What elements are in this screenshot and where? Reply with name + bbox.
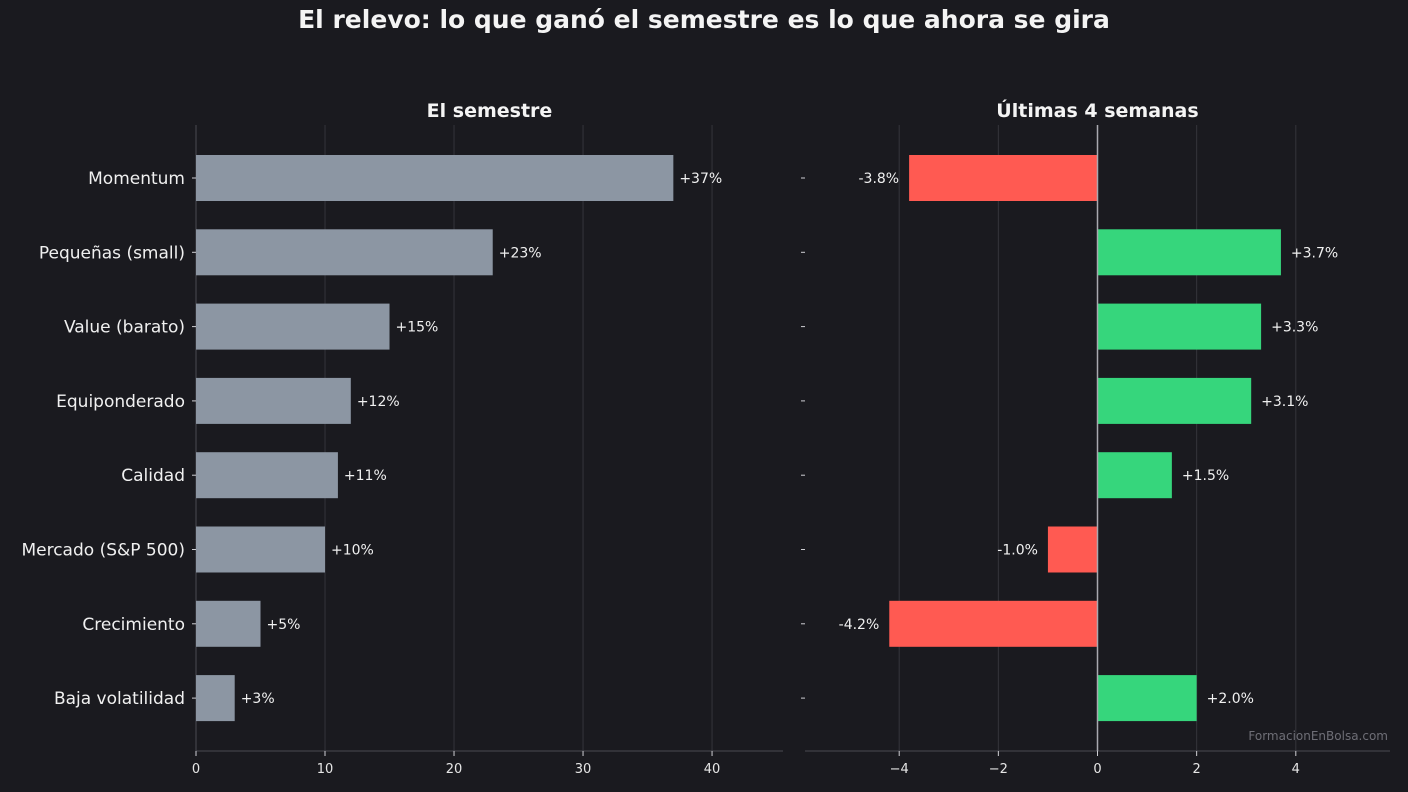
value-label: +1.5% [1182, 468, 1229, 484]
value-label: +12% [357, 394, 400, 410]
panel-title: El semestre [427, 100, 553, 122]
value-label: +3.1% [1261, 394, 1308, 410]
bar-baja-volatilidad [196, 675, 235, 722]
value-label: +5% [267, 617, 301, 633]
category-label: Crecimiento [82, 615, 185, 635]
category-label: Baja volatilidad [54, 689, 185, 709]
bar-momentum [196, 155, 674, 201]
bar-calidad [1097, 452, 1172, 499]
bar-value-barato [1097, 303, 1262, 350]
bar-pequenas-small [1097, 229, 1281, 276]
value-label: +10% [331, 543, 374, 559]
value-label: +3.7% [1291, 245, 1338, 261]
bar-crecimiento [196, 600, 261, 647]
bar-equiponderado [1097, 377, 1252, 424]
panel-ultimas-4-semanas: Últimas 4 semanas −4 −2 0 2 4 -3.8% +3.7% +3.3% +… [801, 98, 1390, 777]
bar-crecimiento [889, 600, 1098, 647]
value-label: +23% [499, 245, 542, 261]
bar-baja-volatilidad [1097, 675, 1197, 722]
bar-equiponderado [196, 377, 351, 424]
x-tick-label: −2 [989, 762, 1008, 777]
panel-title: Últimas 4 semanas [996, 98, 1198, 122]
category-label: Calidad [121, 466, 185, 486]
value-label: +37% [679, 171, 722, 187]
category-label: Momentum [88, 169, 185, 189]
value-label: -4.2% [839, 617, 880, 633]
bar-value-barato [196, 303, 390, 350]
x-tick-label: 20 [446, 762, 463, 777]
category-label: Equiponderado [56, 392, 185, 412]
x-tick-label: 10 [317, 762, 334, 777]
x-tick-label: 0 [1093, 762, 1101, 777]
bar-mercado-s-p-500 [196, 526, 326, 573]
x-tick-label: 0 [192, 762, 200, 777]
value-label: -3.8% [858, 171, 899, 187]
value-label: -1.0% [997, 543, 1038, 559]
value-label: +15% [396, 320, 439, 336]
x-tick-label: 2 [1193, 762, 1201, 777]
value-label: +2.0% [1207, 691, 1254, 707]
bar-momentum [909, 155, 1098, 201]
chart-title: El relevo: lo que ganó el semestre es lo… [298, 5, 1110, 34]
category-label: Pequeñas (small) [39, 243, 185, 263]
x-tick-label: 4 [1292, 762, 1300, 777]
bar-mercado-s-p-500 [1047, 526, 1098, 573]
x-tick-label: −4 [890, 762, 909, 777]
watermark: FormacionEnBolsa.com [1248, 729, 1388, 743]
x-tick-label: 40 [704, 762, 721, 777]
category-label: Value (barato) [64, 318, 185, 338]
category-label: Mercado (S&P 500) [21, 541, 185, 561]
panel-semestre: El semestre 0 10 20 30 40 +37% Momentum +23% Pequ… [21, 100, 783, 777]
bar-calidad [196, 452, 338, 499]
x-tick-label: 30 [575, 762, 592, 777]
bar-pequenas-small [196, 229, 493, 276]
value-label: +3% [241, 691, 275, 707]
value-label: +11% [344, 468, 387, 484]
value-label: +3.3% [1271, 320, 1318, 336]
